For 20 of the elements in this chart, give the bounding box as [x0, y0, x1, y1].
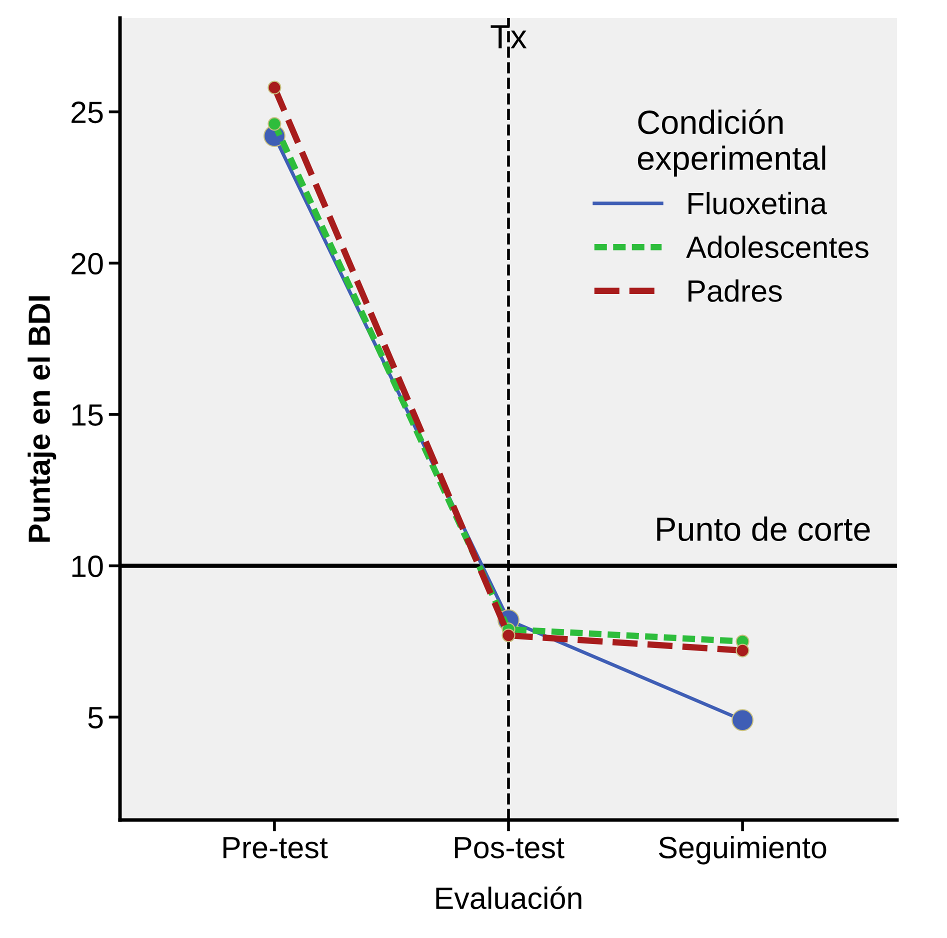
legend-label: Fluoxetina: [688, 192, 828, 214]
y-tick-label: 10: [72, 556, 103, 578]
legend-title: Condición experimental: [638, 109, 826, 177]
y-axis-title: Puntaje en el BDI: [28, 296, 56, 542]
point: [502, 628, 516, 642]
y-tick-label: 25: [72, 102, 103, 124]
x-tick-label: Seguimiento: [659, 836, 826, 864]
x-tick-label: Pos-test: [454, 837, 564, 858]
legend-label: Padres: [688, 279, 782, 302]
point: [268, 117, 282, 131]
point: [268, 80, 282, 94]
x-axis-title: Evaluación: [436, 886, 582, 910]
legend-label: Adolescentes: [686, 236, 868, 258]
point: [736, 644, 750, 658]
ref-line-label: Punto de corte: [657, 516, 870, 542]
y-tick-label: 20: [72, 252, 103, 275]
point: [732, 709, 754, 732]
x-tick-label: Pre-test: [223, 837, 328, 858]
y-tick-label: 5: [88, 707, 103, 728]
y-tick-label: 15: [72, 404, 103, 426]
